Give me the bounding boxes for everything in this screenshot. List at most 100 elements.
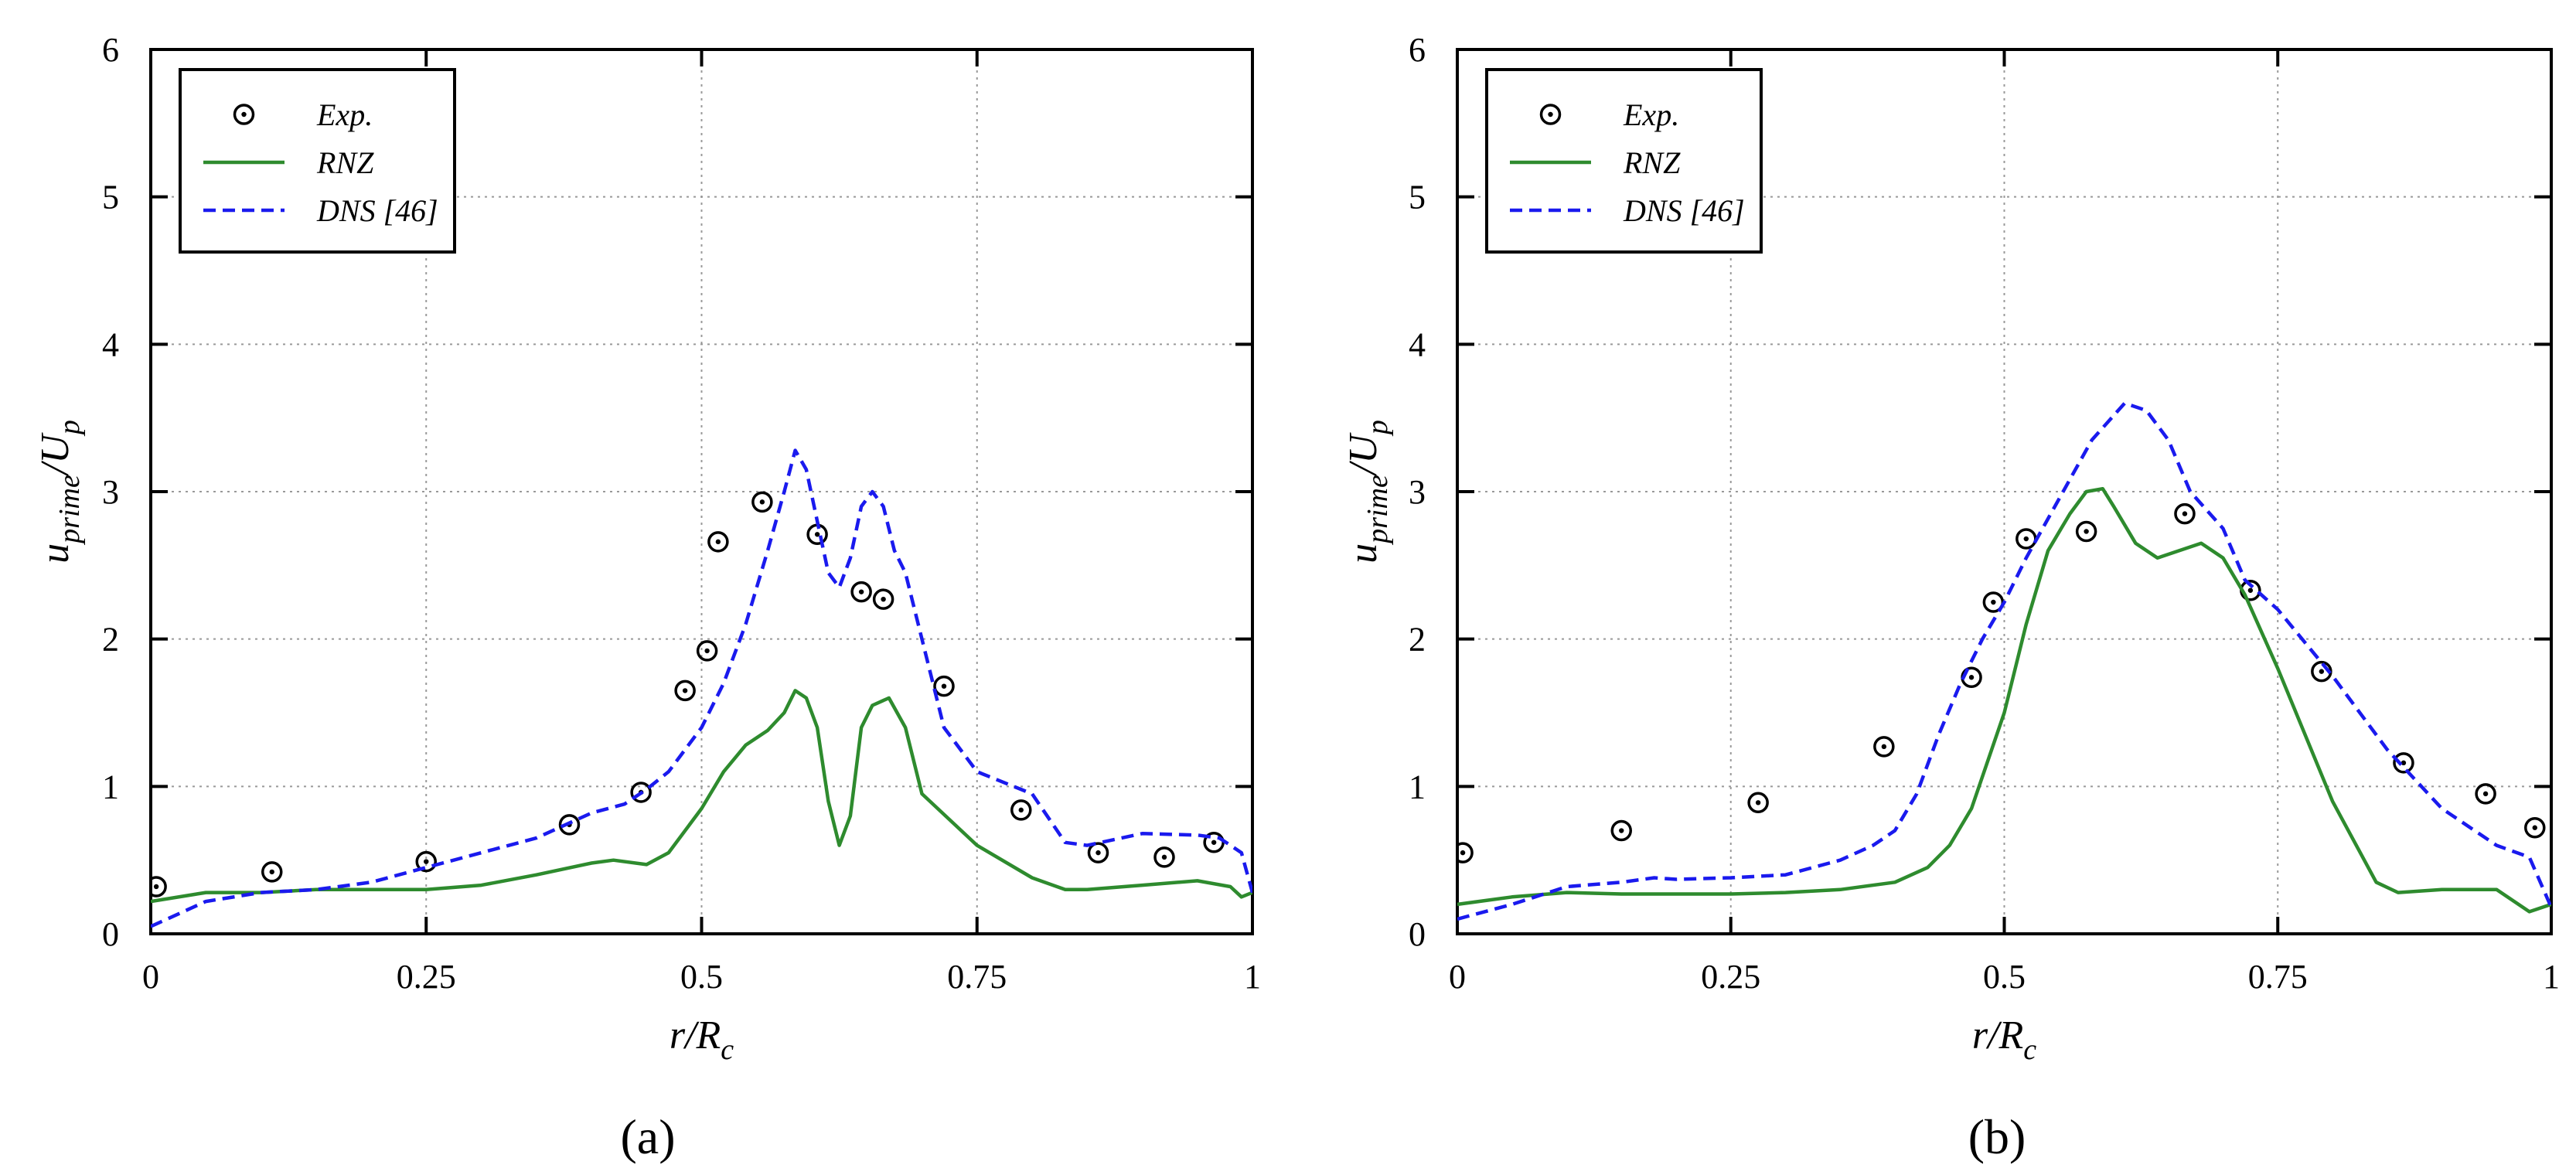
exp-marker xyxy=(1873,736,1895,758)
panel-label: (a) xyxy=(620,1109,675,1164)
y-axis-title-tail-sub: p xyxy=(53,420,86,437)
exp-marker-dot xyxy=(759,499,765,505)
exp-marker-dot xyxy=(1211,840,1217,845)
y-axis-title-sub: prime xyxy=(1361,475,1394,546)
y-tick-label: 5 xyxy=(1409,179,1426,216)
y-tick-label: 1 xyxy=(1409,768,1426,805)
exp-marker xyxy=(2075,520,2097,543)
exp-marker xyxy=(674,679,696,702)
exp-marker xyxy=(2393,752,2414,774)
exp-marker xyxy=(1457,842,1474,863)
exp-marker-dot xyxy=(1018,807,1024,813)
legend-label: DNS [46] xyxy=(1623,193,1745,228)
y-tick-label: 4 xyxy=(102,325,119,363)
exp-marker-dot xyxy=(1991,599,1996,605)
legend-label: Exp. xyxy=(316,97,373,132)
dns-line xyxy=(151,448,1252,928)
y-tick-label: 2 xyxy=(1409,621,1426,659)
y-tick-label: 3 xyxy=(102,473,119,511)
y-axis-title-tail: /U xyxy=(1341,432,1385,477)
exp-marker-dot xyxy=(1460,850,1466,856)
exp-marker-dot xyxy=(2482,791,2489,797)
legend-label: RNZ xyxy=(316,145,374,180)
x-tick-label: 0 xyxy=(142,958,159,996)
exp-marker-dot xyxy=(814,532,820,537)
x-tick-label: 0 xyxy=(1449,958,1466,996)
exp-marker-dot xyxy=(682,688,688,693)
panel-label: (b) xyxy=(1968,1109,2026,1164)
x-axis-title-main: r/R xyxy=(1972,1013,2023,1058)
exp-marker xyxy=(558,814,581,836)
exp-marker-dot xyxy=(1095,850,1101,856)
exp-marker-dot xyxy=(2401,760,2407,766)
exp-marker xyxy=(850,581,872,603)
y-tick-label: 5 xyxy=(102,179,119,216)
x-tick-label: 0.5 xyxy=(1983,958,2026,996)
exp-marker-dot xyxy=(2532,825,2537,830)
x-tick-label: 0.25 xyxy=(1701,958,1760,996)
y-axis-title-sub: prime xyxy=(53,475,86,546)
exp-marker xyxy=(1610,819,1632,842)
x-axis-title: r/Rc xyxy=(670,1013,734,1066)
exp-marker xyxy=(2524,816,2546,839)
x-tick-label: 0.75 xyxy=(2248,958,2308,996)
legend-label: RNZ xyxy=(1623,145,1681,180)
ticks: 0 0.25 0.5 0.75 1 0 1 2 3 4 5 6 xyxy=(1409,31,2560,996)
exp-marker-dot xyxy=(1881,744,1887,750)
chart-panel-b: 0 0.25 0.5 0.75 1 0 1 2 3 4 5 6 r/Rc uprime/Up (b) Exp.… xyxy=(1341,31,2560,1164)
exp-marker xyxy=(2174,502,2196,525)
exp-marker xyxy=(696,640,718,662)
rnz-line xyxy=(1457,486,2551,914)
exp-marker xyxy=(751,491,773,513)
exp-marker-dot xyxy=(1968,675,1975,680)
x-tick-label: 1 xyxy=(1244,958,1261,996)
exp-marker xyxy=(2475,783,2496,805)
legend-symbol-exp-dot xyxy=(241,111,247,118)
legend-symbol-exp xyxy=(233,104,255,125)
y-axis-title: uprime/Up xyxy=(1341,420,1394,564)
legend-symbol-exp-dot xyxy=(1548,111,1553,118)
y-tick-label: 4 xyxy=(1409,325,1426,363)
y-tick-label: 1 xyxy=(102,768,119,805)
exp-marker xyxy=(415,850,437,873)
x-tick-label: 0.5 xyxy=(680,958,723,996)
exp-marker-dot xyxy=(715,539,721,545)
exp-marker xyxy=(1010,799,1032,821)
exp-marker-dot xyxy=(2023,536,2029,542)
legend: Exp. RNZ DNS [46] xyxy=(179,68,456,254)
x-tick-label: 1 xyxy=(2543,958,2560,996)
y-tick-label: 0 xyxy=(102,915,119,953)
exp-marker-dot xyxy=(153,884,159,890)
exp-marker-dot xyxy=(704,648,710,654)
exp-marker-dot xyxy=(2182,511,2188,516)
y-axis-title-tail-sub: p xyxy=(1361,420,1394,437)
y-axis-title-main: u xyxy=(33,543,77,564)
exp-marker-dot xyxy=(858,589,864,594)
legend-symbol-exp xyxy=(1539,104,1562,125)
y-axis-title-tail: /U xyxy=(33,432,77,477)
y-tick-label: 6 xyxy=(1409,31,1426,69)
legend: Exp. RNZ DNS [46] xyxy=(1485,68,1763,254)
x-axis-title: r/Rc xyxy=(1972,1013,2036,1066)
rnz-line xyxy=(151,689,1252,904)
exp-marker-dot xyxy=(1755,800,1761,805)
legend-label: Exp. xyxy=(1623,97,1679,132)
chart-panel-a: 0 0.25 0.5 0.75 1 0 1 2 3 4 5 6 r/Rc uprime/Up (a) Exp.… xyxy=(33,31,1261,1164)
legend-label: DNS [46] xyxy=(316,193,438,228)
exp-marker xyxy=(707,531,729,553)
exp-marker xyxy=(1153,846,1175,868)
y-tick-label: 3 xyxy=(1409,473,1426,511)
exp-marker-dot xyxy=(1161,854,1167,860)
series-group xyxy=(151,448,1252,928)
x-tick-label: 0.25 xyxy=(397,958,456,996)
exp-marker-dot xyxy=(2084,529,2089,534)
exp-marker xyxy=(1747,792,1769,814)
exp-marker-dot xyxy=(2319,669,2325,674)
exp-marker-dot xyxy=(941,683,947,689)
x-tick-label: 0.75 xyxy=(947,958,1007,996)
exp-marker-dot xyxy=(424,859,429,864)
exp-marker xyxy=(630,782,652,803)
exp-marker-dot xyxy=(1619,828,1624,833)
exp-marker xyxy=(151,876,167,897)
